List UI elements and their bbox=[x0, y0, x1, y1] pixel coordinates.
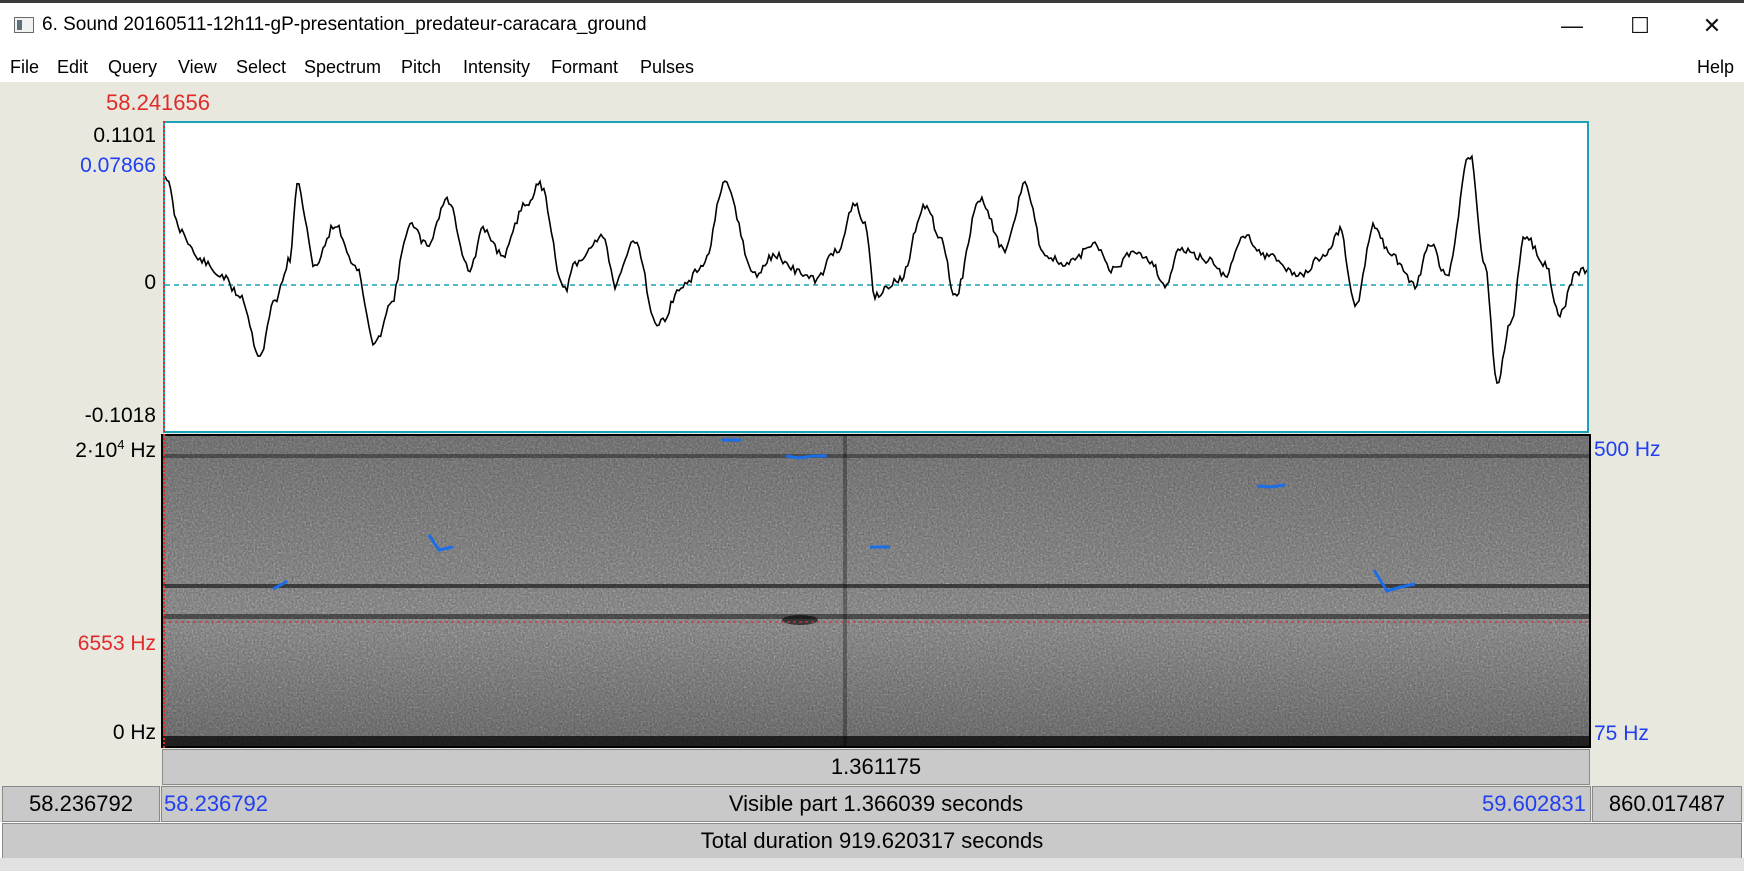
waveform-zero-label: 0 bbox=[144, 271, 156, 294]
minimize-button[interactable]: — bbox=[1561, 13, 1583, 38]
pitch-track bbox=[272, 438, 1416, 593]
right-total-end: 860.017487 bbox=[1608, 791, 1726, 816]
visible-end: 59.602831 bbox=[1482, 791, 1586, 816]
waveform-panel[interactable] bbox=[163, 121, 1589, 433]
visible-start: 58.236792 bbox=[164, 791, 268, 816]
total-duration: Total duration 919.620317 seconds bbox=[700, 828, 1044, 853]
bottom-edge bbox=[0, 858, 1744, 871]
spectrogram-cursor-freq: 6553 Hz bbox=[77, 632, 156, 655]
app-icon bbox=[14, 17, 34, 33]
maximize-button[interactable]: ☐ bbox=[1630, 13, 1650, 38]
left-total-start: 58.236792 bbox=[29, 791, 133, 816]
window-title: 6. Sound 20160511-12h11-gP-presentation_… bbox=[42, 14, 647, 35]
menu-intensity[interactable]: Intensity bbox=[463, 57, 531, 77]
pitch-bottom-label: 75 Hz bbox=[1594, 722, 1649, 745]
menu-pulses[interactable]: Pulses bbox=[640, 57, 695, 77]
spectral-band-1 bbox=[163, 454, 1589, 458]
pitch-seg-7 bbox=[1372, 569, 1416, 593]
waveform-min-label: -0.1018 bbox=[84, 404, 156, 427]
waveform-trace bbox=[165, 154, 1587, 385]
menu-edit[interactable]: Edit bbox=[57, 57, 89, 77]
menu-help[interactable]: Help bbox=[1697, 57, 1735, 77]
menu-query[interactable]: Query bbox=[108, 57, 158, 77]
cursor-line bbox=[163, 121, 165, 748]
pitch-top-label: 500 Hz bbox=[1594, 438, 1661, 461]
total-duration-bar[interactable]: Total duration 919.620317 seconds bbox=[2, 823, 1742, 859]
selection-duration-bar[interactable]: 1.361175 bbox=[162, 749, 1590, 785]
spectrogram-shade bbox=[163, 436, 1589, 746]
spectrogram-panel[interactable] bbox=[161, 434, 1591, 748]
pitch-seg-6 bbox=[1256, 483, 1286, 489]
waveform-cursor-value: 0.07866 bbox=[80, 154, 156, 177]
visible-part-label: Visible part 1.366039 seconds bbox=[728, 791, 1024, 816]
menu-formant[interactable]: Formant bbox=[551, 57, 619, 77]
menu-pitch[interactable]: Pitch bbox=[401, 57, 442, 77]
pitch-seg-4 bbox=[785, 454, 827, 460]
title-bar: 6. Sound 20160511-12h11-gP-presentation_… bbox=[0, 0, 1744, 52]
cursor-time-label: 58.241656 bbox=[106, 90, 210, 115]
pitch-seg-1 bbox=[272, 579, 288, 591]
selection-duration: 1.361175 bbox=[830, 754, 922, 779]
menu-view[interactable]: View bbox=[178, 57, 217, 77]
right-total-bar[interactable]: 860.017487 bbox=[1592, 786, 1742, 822]
spectrogram-top-freq: 2·104 Hz bbox=[75, 437, 156, 462]
waveform-svg bbox=[165, 154, 1587, 385]
menu-select[interactable]: Select bbox=[236, 57, 287, 77]
taskbar-strip bbox=[0, 0, 1744, 3]
spectral-band-3 bbox=[163, 614, 1589, 619]
close-button[interactable]: ✕ bbox=[1702, 13, 1722, 38]
menu-spectrum[interactable]: Spectrum bbox=[304, 57, 382, 77]
left-total-bar[interactable]: 58.236792 bbox=[2, 786, 160, 822]
waveform-max-label: 0.1101 bbox=[93, 124, 156, 147]
pitch-seg-2 bbox=[427, 534, 454, 552]
visible-part-bar[interactable]: 58.236792 Visible part 1.366039 seconds … bbox=[161, 786, 1591, 822]
dark-blob bbox=[782, 615, 818, 625]
menu-bar: File Edit Query View Select Spectrum Pit… bbox=[0, 52, 1744, 82]
spectral-band-low bbox=[163, 736, 1589, 746]
spectrogram-bottom-freq: 0 Hz bbox=[112, 721, 156, 744]
spectral-band-2 bbox=[163, 584, 1589, 588]
menu-file[interactable]: File bbox=[10, 57, 40, 77]
spectrogram-svg bbox=[163, 436, 1589, 746]
transient-line bbox=[843, 436, 847, 746]
